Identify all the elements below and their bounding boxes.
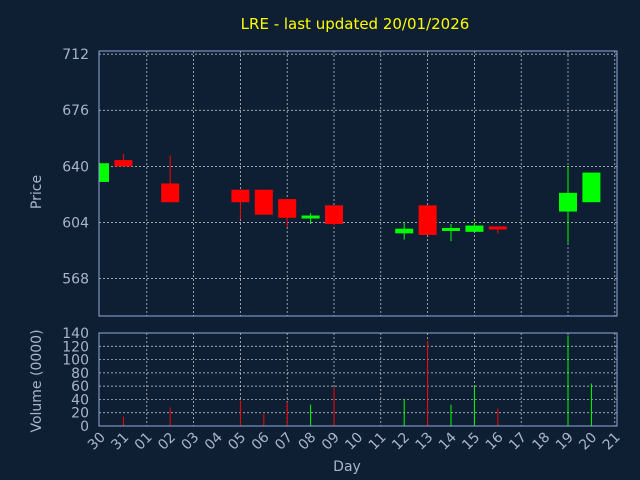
volume-plot-frame	[98, 332, 618, 427]
day-tick-label: 02	[155, 430, 179, 454]
candle-body	[418, 205, 437, 235]
candle-body	[442, 227, 460, 231]
day-tick-label: 09	[319, 430, 343, 454]
day-tick-label: 15	[459, 430, 483, 454]
candle-body	[301, 215, 320, 219]
day-tick-label: 05	[225, 430, 249, 454]
volume-grid	[99, 332, 617, 426]
day-tick-label: 10	[342, 430, 366, 454]
candle-body	[488, 226, 507, 230]
chart-title: LRE - last updated 20/01/2026	[241, 15, 470, 33]
day-tick-label: 01	[132, 430, 156, 454]
day-tick-label: 13	[413, 430, 437, 454]
candle-body	[99, 163, 109, 182]
candle-body	[254, 189, 273, 215]
volume-tick-label: 60	[71, 379, 89, 395]
candle-body	[395, 228, 414, 234]
volume-tick-label: 120	[62, 339, 89, 355]
day-tick-label: 06	[249, 429, 273, 453]
day-tick-label: 17	[506, 430, 530, 454]
price-plot-frame	[98, 50, 618, 317]
price-grid	[99, 51, 617, 316]
price-tick-label: 676	[62, 103, 89, 119]
price-tick-label: 604	[62, 215, 89, 231]
day-tick-label: 20	[576, 430, 600, 454]
day-tick-label: 14	[436, 429, 460, 453]
day-tick-label: 19	[553, 430, 577, 454]
day-tick-label: 07	[272, 430, 296, 454]
x-axis-title: Day	[333, 459, 361, 475]
price-axis-title: Price	[29, 175, 45, 209]
day-tick-labels: 30 31 01 02 03 04 05 06 07 08 09 10 11 12 13 14 15 16 17 18…	[85, 429, 624, 453]
day-tick-label: 12	[389, 430, 413, 454]
price-tick-label: 712	[62, 47, 89, 63]
day-tick-label: 16	[483, 429, 507, 453]
candle-body	[114, 160, 133, 167]
volume-axis-title: Volume (0000)	[29, 329, 45, 432]
day-tick-label: 31	[108, 430, 132, 454]
price-tick-label: 640	[62, 159, 89, 175]
candle-body	[278, 199, 297, 218]
day-tick-label: 18	[530, 430, 554, 454]
candle-body	[465, 225, 484, 232]
candle-body	[559, 192, 577, 212]
day-tick-label: 04	[202, 429, 226, 453]
volume-tick-label: 140	[62, 326, 89, 342]
volume-tick-label: 20	[71, 406, 89, 422]
price-candles	[99, 153, 601, 243]
volume-tick-label: 40	[71, 392, 89, 408]
volume-bars	[122, 335, 592, 426]
price-tick-label: 568	[62, 272, 89, 288]
day-tick-label: 21	[600, 430, 624, 454]
day-tick-label: 03	[179, 430, 203, 454]
volume-tick-label: 100	[62, 353, 89, 369]
volume-tick-label: 80	[71, 366, 89, 382]
price-tick-labels: 712 676 640 604 568	[62, 47, 89, 287]
volume-tick-label: 0	[80, 419, 89, 435]
day-tick-label: 08	[296, 430, 320, 454]
candle-body	[231, 189, 250, 203]
candle-body	[161, 183, 180, 203]
candle-body	[325, 205, 343, 225]
candle-body	[582, 172, 601, 203]
day-tick-label: 11	[366, 430, 390, 454]
